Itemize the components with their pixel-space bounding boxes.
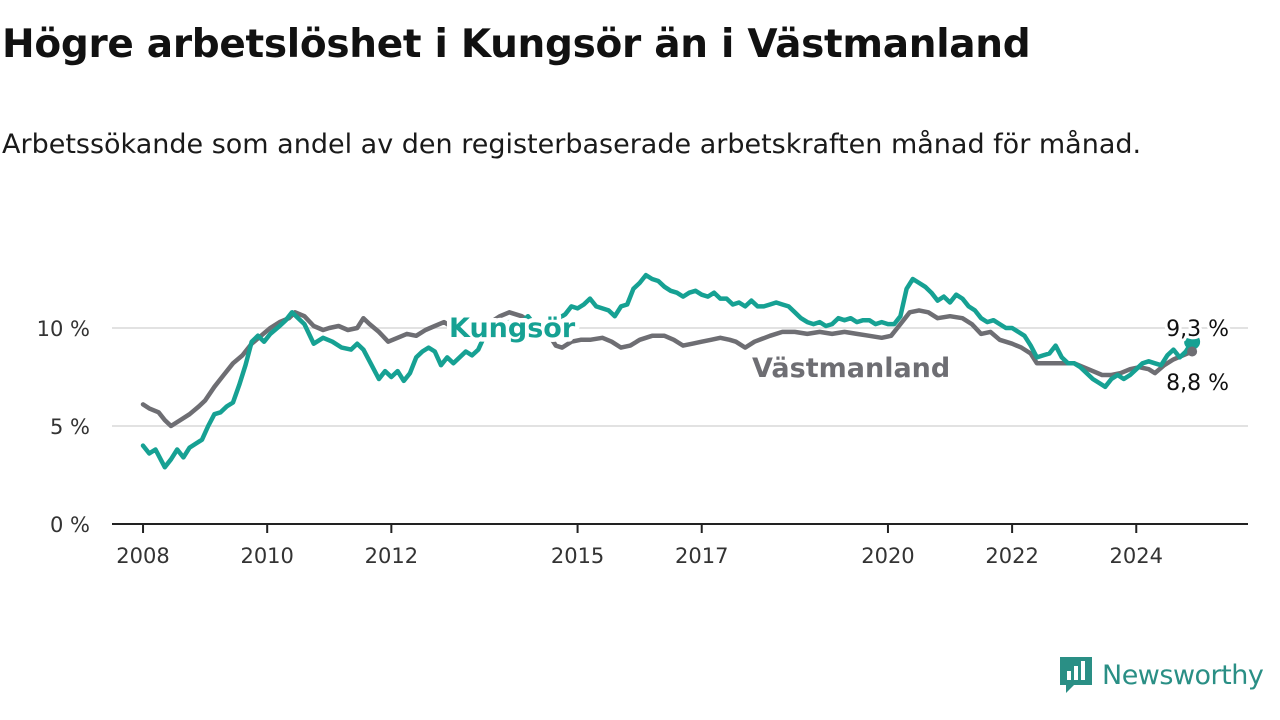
x-tick-label: 2015 [551,544,604,568]
kungsor-end-label: 9,3 %9,3 % [1163,314,1232,345]
vastmanland-end-label: 8,8 %8,8 % [1163,368,1232,399]
end-label-halo: 8,8 % [1166,371,1229,396]
kungsor-end-point [1184,333,1201,350]
series-label-halo: Västmanland [752,353,950,384]
brand-logo[interactable]: Newsworthy [1058,654,1264,696]
series-label-halo: Kungsör [449,313,576,344]
series-label-text: Västmanland [752,353,950,384]
x-tick-label: 2010 [240,544,293,568]
x-tick-label: 2022 [985,544,1038,568]
x-tick-label: 2012 [365,544,418,568]
vastmanland-end-point [1187,346,1198,357]
y-tick-label: 5 % [50,415,90,439]
x-tick-label: 2008 [116,544,169,568]
series-line-kungsör [140,272,1195,470]
gridlines [112,327,1248,427]
chart-subtitle: Arbetssökande som andel av den registerb… [2,129,1142,160]
y-tick-label: 0 % [50,513,90,537]
end-label-halo: 9,3 % [1166,317,1229,342]
end-label-text: 9,3 % [1166,317,1229,342]
axes: 0 % 5 % 10 % 2008 2010 2012 2015 2017 2020 2022 20… [37,317,1248,568]
newsworthy-logo-icon [1060,657,1092,693]
series-lines [140,272,1195,470]
x-tick-label: 2024 [1110,544,1163,568]
x-tick-label: 2017 [675,544,728,568]
y-tick-label: 10 % [37,317,90,341]
series-line-västmanland [140,308,1195,429]
series-label-text: Kungsör [449,313,576,344]
brand-name: Newsworthy [1102,659,1264,691]
x-tick-label: 2020 [861,544,914,568]
end-label-text: 8,8 % [1166,371,1229,396]
chart-title: Högre arbetslöshet i Kungsör än i Västma… [2,22,1031,67]
